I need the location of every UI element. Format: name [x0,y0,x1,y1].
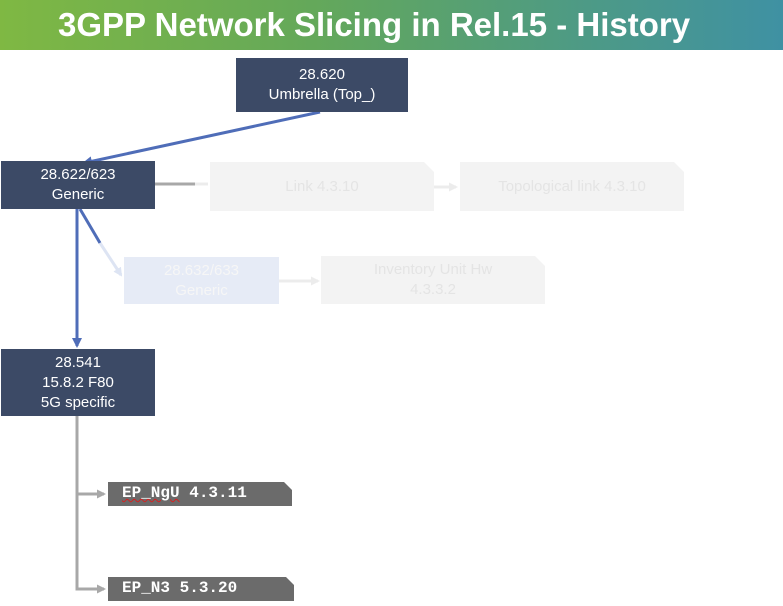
node-topological-link-label: Topological link 4.3.10 [498,177,646,195]
node-umbrella: 28.620 Umbrella (Top_) [236,58,408,112]
node-generic-632: 28.632/633 Generic [124,257,279,304]
title-bar: 3GPP Network Slicing in Rel.15 - History [0,0,783,50]
node-link-label: Link 4.3.10 [285,177,359,195]
node-generic-632-line2: Generic [175,281,228,299]
arrow-generic-to-632-faded [98,242,123,277]
node-inventory-unit-line2: 4.3.3.2 [410,281,456,298]
connector-541-to-n3 [75,494,106,594]
node-umbrella-line1: 28.620 [299,66,345,83]
connector-541-to-ngu [75,416,106,499]
node-inventory-unit: Inventory Unit Hw 4.3.3.2 [321,256,545,304]
node-link: Link 4.3.10 [210,162,434,211]
arrow-generic-to-632-strong [78,208,102,244]
node-generic-622: 28.622/623 Generic [1,161,155,209]
ep-n3-ref: 5.3.20 [170,579,238,597]
ep-ngu-name: EP_NgU [122,484,180,502]
node-inventory-unit-line1: Inventory Unit Hw [373,261,493,278]
slide-title: 3GPP Network Slicing in Rel.15 - History [58,6,691,43]
node-ep-n3: EP_N3 5.3.20 [108,577,294,601]
node-generic-622-line2: Generic [51,186,105,203]
arrow-umbrella-to-generic [82,110,321,167]
node-ep-ngu: EP_NgU 4.3.11 [108,482,292,506]
node-spec-541-line3: 5G specific [40,393,116,411]
node-umbrella-line2: Umbrella (Top_) [268,86,376,103]
node-generic-622-line1: 28.622/623 [40,166,116,183]
node-spec-541-line2: 15.8.2 F80 [42,373,114,391]
node-generic-632-line1: 28.632/633 [163,261,240,279]
node-spec-541: 28.541 15.8.2 F80 5G specific [1,349,155,416]
node-spec-541-line1: 28.541 [55,353,101,371]
ep-ngu-ref: 4.3.11 [179,484,247,502]
node-topological-link: Topological link 4.3.10 [460,162,684,211]
ep-n3-name: EP_N3 [122,579,171,597]
